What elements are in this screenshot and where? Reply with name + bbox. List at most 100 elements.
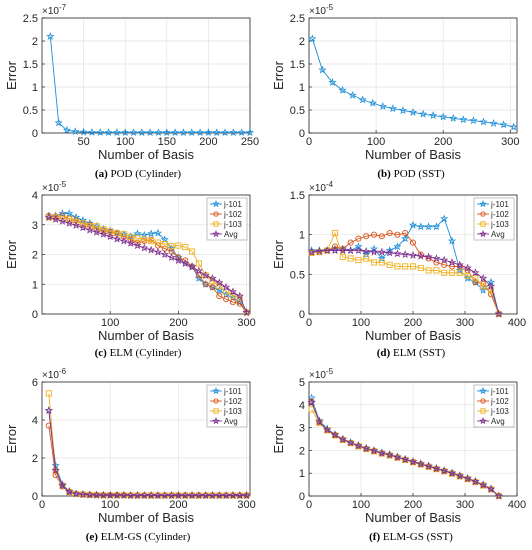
data-point [401,250,410,259]
data-point [455,471,464,480]
data-point [228,287,238,296]
x-tick-label: 300 [237,499,255,511]
data-point [119,490,128,499]
data-point [85,225,94,234]
data-point [181,491,190,499]
chart-panel-d: 0 100 200 300 400 0 0.5 1 1.5 ×10-4 Number of Basi… [271,180,526,359]
data-point [228,491,238,499]
series-line-j-103 [311,409,500,497]
x-tick-label: 400 [508,499,526,511]
data-point [235,491,244,499]
data-point [71,221,81,229]
data-point [71,127,80,136]
y-tick-label: 1 [299,82,305,94]
data-point [429,111,438,120]
caption-tag: (e) [86,531,99,543]
data-point [167,253,176,261]
x-axis-label: Number of Basis [365,328,462,343]
data-point [92,227,101,236]
data-point [195,128,205,137]
x-tick-label: 100 [352,499,370,511]
data-point [440,214,449,223]
data-point [87,127,97,136]
y-exponent-base: ×10 [42,6,59,17]
data-point [161,241,168,248]
series-j-103 [45,214,250,316]
data-point [58,481,67,490]
x-tick-label: 300 [237,317,255,329]
series-j-103 [308,230,502,318]
series-Avg [307,246,503,318]
data-point [323,425,332,434]
data-point [386,230,393,237]
data-point [416,222,425,231]
y-exponent-base: ×10 [309,183,326,194]
legend-label: j-102 [223,210,242,219]
y-exponent-base: ×10 [309,370,326,381]
data-point [187,262,197,271]
x-tick-label: 50 [77,136,89,148]
y-tick-label: 0 [299,128,305,140]
data-point [222,491,231,499]
x-tick-label: 250 [241,136,259,148]
legend-marker [479,387,487,395]
y-tick-label: 0 [32,128,38,140]
data-point [409,263,417,270]
data-point [393,249,402,258]
legend-marker [212,200,220,208]
data-point [346,438,355,447]
data-point [346,246,355,255]
data-point [134,235,141,242]
data-point [394,263,401,270]
data-point [385,248,394,257]
x-axis-label: Number of Basis [98,328,195,343]
series-line-j-103 [311,231,500,315]
data-point [433,267,440,274]
x-axis-label: Number of Basis [365,510,462,525]
data-point [215,278,224,287]
y-exponent-label: ×10-5 [309,3,334,17]
series-line-j-102 [311,401,500,497]
data-point [355,257,362,264]
data-point [318,65,327,74]
series-line-Avg [48,410,247,496]
data-point [126,238,135,247]
data-point [409,239,417,246]
data-point [348,90,357,99]
data-point [171,128,180,137]
y-tick-label: 2 [32,453,38,465]
data-point [401,234,410,243]
y-tick-label: 2.5 [23,13,38,25]
y-exponent-label: ×10-6 [42,367,67,381]
data-point [209,284,216,291]
data-point [245,128,255,137]
chart-panel-c: 100 200 300 0 1 2 3 4 ×10-5 Number of Basis Error j… [4,180,256,359]
data-point [154,128,163,137]
x-tick-label: 300 [456,499,474,511]
data-point [222,282,231,291]
y-exponent-power: -6 [59,367,67,376]
legend-marker [479,417,487,425]
data-point [471,477,480,486]
data-point [338,85,347,94]
panel-caption: (a) POD (Cylinder) [95,168,181,180]
data-point [338,246,347,255]
legend-marker [213,221,219,227]
data-point [464,272,471,279]
data-point [201,270,210,279]
data-point [65,487,74,496]
x-tick-label: 200 [434,136,452,148]
legend-label: j-103 [223,407,242,416]
data-point [369,446,379,455]
data-point [223,288,230,295]
data-point [140,243,149,252]
data-point [45,390,52,397]
data-point [456,269,463,276]
data-point [106,490,115,499]
data-point [65,218,74,227]
legend-label: j-101 [490,387,509,396]
legend-label: j-103 [490,407,509,416]
data-point [44,212,53,221]
